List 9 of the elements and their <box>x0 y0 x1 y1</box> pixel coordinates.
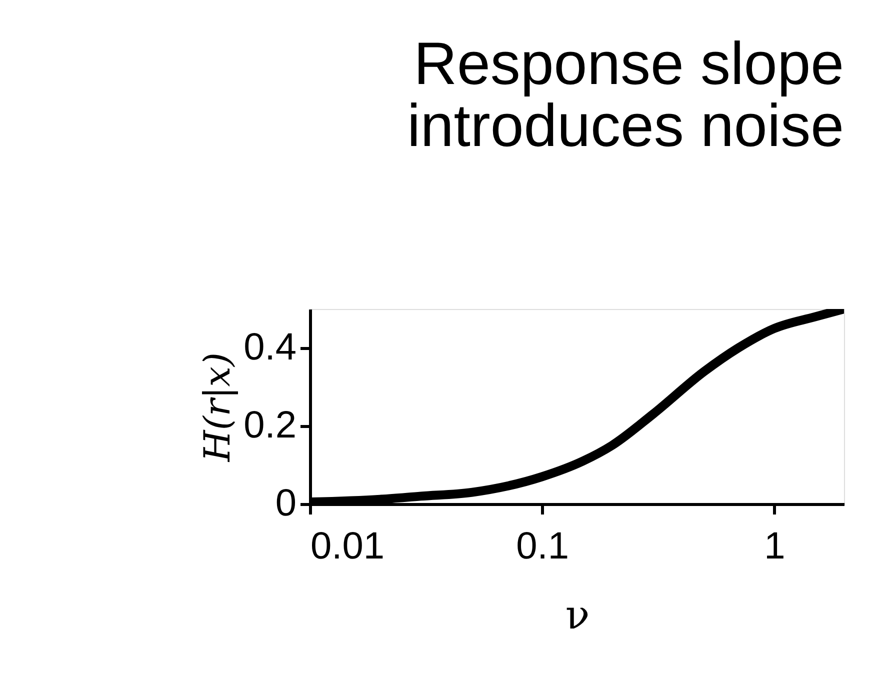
y-tick-label: 0.2 <box>244 404 296 446</box>
x-tick-label: 0.1 <box>516 526 569 568</box>
x-axis-title: ν <box>565 592 590 638</box>
y-tick-label: 0 <box>275 482 296 524</box>
x-tick-label: 1 <box>764 526 786 568</box>
y-tick-label: 0.4 <box>244 326 296 368</box>
chart-title: Response slope introduces noise <box>407 30 844 159</box>
y-axis-title: H(r|x) <box>198 352 239 463</box>
x-tick-label: 0.01 <box>310 526 384 568</box>
